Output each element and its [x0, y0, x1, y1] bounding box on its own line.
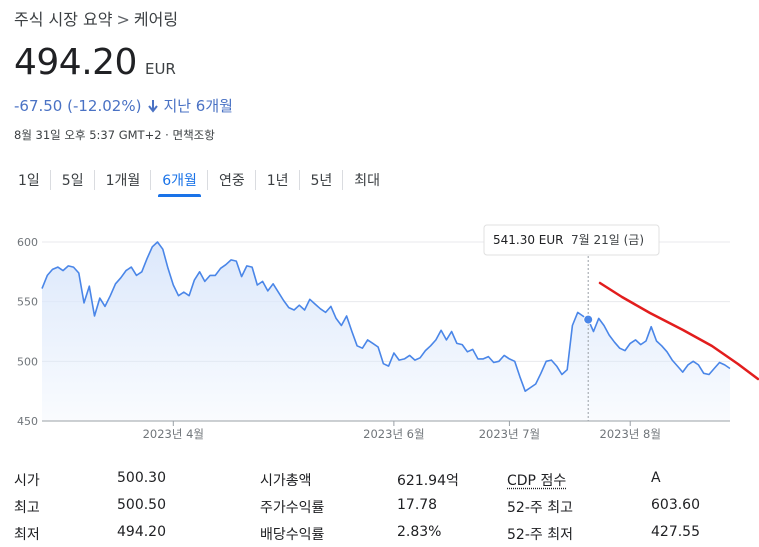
stat-value-52w-high: 603.60 — [651, 497, 700, 513]
price-row: 494.20 EUR — [14, 42, 176, 83]
breadcrumb-separator: > — [117, 10, 130, 29]
price-area — [42, 242, 730, 421]
currency-label: EUR — [145, 60, 176, 78]
x-tick-label: 2023년 6월 — [363, 427, 424, 441]
current-price: 494.20 — [14, 42, 137, 83]
breadcrumb: 주식 시장 요약 > 케어링 — [14, 6, 178, 30]
stat-row: 시가 500.30 시가총액 621.94억 CDP 점수 A — [14, 466, 744, 493]
stat-label-52w-low: 52-주 최저 — [507, 524, 573, 544]
stat-label-pe-ratio: 주가수익률 — [260, 497, 324, 517]
tooltip-date: 7월 21일 (금) — [571, 233, 644, 247]
tab-max[interactable]: 최대 — [344, 166, 390, 194]
stat-value-open: 500.30 — [117, 470, 166, 486]
stat-label-market-cap: 시가총액 — [260, 470, 312, 490]
tab-ytd[interactable]: 연중 — [209, 166, 255, 194]
breadcrumb-parent[interactable]: 주식 시장 요약 — [14, 10, 113, 29]
y-tick-label: 500 — [17, 355, 38, 368]
stat-value-pe-ratio: 17.78 — [397, 497, 437, 513]
stat-label-high: 최고 — [14, 497, 40, 517]
change-value: -67.50 (-12.02%) — [14, 97, 141, 115]
stat-value-market-cap: 621.94억 — [397, 470, 459, 490]
hover-point — [584, 315, 593, 324]
tooltip-value: 541.30 EUR — [493, 233, 564, 247]
y-tick-label: 550 — [17, 296, 38, 309]
stat-value-cdp-score: A — [651, 470, 661, 486]
change-period: 지난 6개월 — [163, 95, 233, 116]
stat-label-open: 시가 — [14, 470, 40, 490]
x-tick-label: 2023년 4월 — [143, 427, 204, 441]
stat-label-dividend-yield: 배당수익률 — [260, 524, 324, 544]
y-tick-label: 600 — [17, 236, 38, 249]
price-change: -67.50 (-12.02%) 지난 6개월 — [14, 95, 233, 116]
tab-5y[interactable]: 5년 — [301, 166, 343, 194]
stat-value-dividend-yield: 2.83% — [397, 524, 441, 540]
tab-1m[interactable]: 1개월 — [96, 166, 151, 194]
stat-label-52w-high: 52-주 최고 — [507, 497, 573, 517]
timestamp: 8월 31일 오후 5:37 GMT+2 · 면책조항 — [14, 127, 215, 143]
breadcrumb-current: 케어링 — [134, 10, 178, 29]
arrow-down-icon — [147, 99, 159, 113]
x-tick-label: 2023년 8월 — [600, 427, 661, 441]
stat-value-low: 494.20 — [117, 524, 166, 540]
stat-label-cdp-score[interactable]: CDP 점수 — [507, 470, 566, 490]
tab-1y[interactable]: 1년 — [257, 166, 299, 194]
tab-1d[interactable]: 1일 — [8, 166, 50, 194]
stat-row: 최저 494.20 배당수익률 2.83% 52-주 최저 427.55 — [14, 520, 744, 547]
stat-label-low: 최저 — [14, 524, 40, 544]
range-tabs: 1일 5일 1개월 6개월 연중 1년 5년 최대 — [8, 166, 392, 194]
stat-row: 최고 500.50 주가수익률 17.78 52-주 최고 603.60 — [14, 493, 744, 520]
stat-value-52w-low: 427.55 — [651, 524, 700, 540]
x-tick-label: 2023년 7월 — [479, 427, 540, 441]
tab-6m[interactable]: 6개월 — [152, 166, 207, 194]
y-tick-label: 450 — [17, 415, 38, 428]
tab-5d[interactable]: 5일 — [52, 166, 94, 194]
stats-table: 시가 500.30 시가총액 621.94억 CDP 점수 A 최고 500.5… — [14, 466, 744, 547]
stat-value-high: 500.50 — [117, 497, 166, 513]
price-chart[interactable]: 450 500 550 600 2023년 4월 2023년 6월 2023년 7월 2023… — [0, 222, 759, 456]
